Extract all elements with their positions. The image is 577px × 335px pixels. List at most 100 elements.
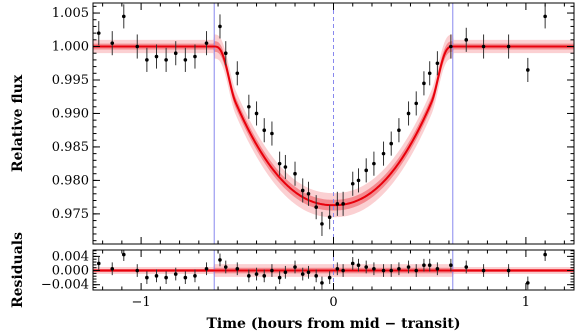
data-point-22 (306, 270, 311, 275)
data-point-2 (121, 14, 126, 19)
y-tick-label: −0.004 (41, 278, 89, 293)
data-point-41 (464, 265, 469, 269)
data-point-7 (173, 51, 178, 56)
data-point-44 (526, 68, 530, 72)
y-tick-label: 1.000 (52, 40, 89, 55)
data-point-21 (300, 272, 305, 276)
data-point-39 (435, 266, 440, 271)
data-point-10 (204, 266, 209, 271)
data-point-34 (397, 266, 401, 271)
data-point-19 (283, 270, 288, 275)
x-tick-label: 1 (522, 295, 530, 310)
data-point-43 (506, 268, 511, 273)
data-point-36 (414, 101, 419, 106)
data-point-23 (314, 274, 318, 278)
data-point-40 (449, 263, 453, 268)
data-point-23 (314, 205, 318, 209)
data-point-13 (235, 266, 240, 271)
data-point-15 (254, 111, 259, 116)
data-point-19 (283, 165, 288, 169)
x-tick-label: −1 (132, 295, 151, 310)
data-point-45 (543, 252, 547, 257)
y-tick-label: 0.995 (52, 73, 89, 88)
data-point-12 (223, 51, 228, 56)
data-point-32 (381, 268, 386, 273)
data-point-9 (193, 54, 197, 59)
y-tick-label: 0.985 (52, 140, 89, 155)
data-point-45 (543, 14, 547, 19)
data-point-13 (235, 71, 240, 76)
data-point-25 (327, 275, 332, 280)
data-point-26 (335, 202, 340, 206)
data-point-29 (356, 178, 361, 183)
data-point-25 (327, 215, 332, 220)
data-point-3 (135, 44, 140, 49)
data-point-27 (341, 268, 345, 273)
data-point-8 (183, 275, 188, 280)
data-point-16 (262, 274, 267, 278)
data-point-5 (154, 54, 159, 59)
data-point-26 (335, 266, 340, 271)
data-point-4 (145, 275, 149, 280)
data-point-43 (506, 44, 511, 49)
data-point-39 (435, 61, 440, 66)
data-point-24 (320, 222, 324, 226)
model-line (93, 45, 574, 207)
data-point-7 (173, 272, 178, 276)
data-point-15 (254, 272, 259, 276)
data-point-4 (145, 58, 149, 62)
data-point-12 (223, 265, 228, 269)
data-point-1 (110, 41, 115, 45)
x-tick-label: 0 (329, 295, 337, 310)
data-point-6 (164, 58, 168, 62)
data-point-1 (110, 266, 115, 271)
y-tick-label: 0.000 (52, 264, 89, 279)
y-tick-label: 1.005 (52, 6, 89, 21)
data-point-10 (204, 41, 209, 45)
data-point-18 (277, 161, 282, 166)
residuals-panel-plot-area (93, 250, 574, 290)
data-point-2 (121, 252, 126, 257)
main-y-axis-label: Relative flux (10, 74, 26, 172)
y-tick-label: 0.975 (52, 207, 89, 222)
data-point-38 (427, 71, 432, 76)
model-outer-band (93, 34, 574, 218)
data-point-42 (481, 268, 486, 273)
data-point-22 (306, 191, 311, 196)
data-point-34 (397, 128, 401, 132)
main-panel-plot-area (93, 3, 574, 244)
data-point-33 (389, 268, 394, 273)
main-panel: 0.975 0.980 0.985 0.990 0.995 1.000 1.005 (52, 2, 575, 245)
y-tick-label: 0.980 (52, 173, 89, 188)
data-point-21 (300, 188, 305, 193)
data-point-38 (427, 263, 432, 268)
data-point-3 (135, 268, 140, 273)
data-point-40 (449, 44, 453, 49)
data-point-9 (193, 274, 197, 278)
data-point-0 (96, 261, 101, 266)
data-point-11 (218, 24, 222, 29)
x-axis-label: Time (hours from mid − transit) (207, 316, 461, 332)
data-point-6 (164, 275, 168, 280)
data-point-31 (372, 161, 376, 166)
residuals-y-axis-label: Residuals (10, 232, 26, 308)
data-point-8 (183, 58, 188, 62)
data-point-28 (350, 181, 355, 186)
data-point-18 (277, 275, 282, 280)
data-point-30 (364, 168, 369, 173)
data-point-31 (372, 266, 376, 271)
data-point-14 (247, 274, 251, 278)
data-point-16 (262, 128, 267, 132)
data-point-27 (341, 202, 345, 206)
data-point-17 (270, 131, 274, 136)
data-point-35 (406, 265, 411, 269)
data-point-37 (422, 81, 426, 86)
data-point-5 (154, 274, 159, 278)
data-point-37 (422, 263, 426, 268)
data-point-35 (406, 111, 411, 116)
y-tick-label: 0.990 (52, 106, 89, 121)
data-point-33 (389, 141, 394, 146)
data-point-14 (247, 104, 251, 109)
data-point-24 (320, 281, 324, 285)
